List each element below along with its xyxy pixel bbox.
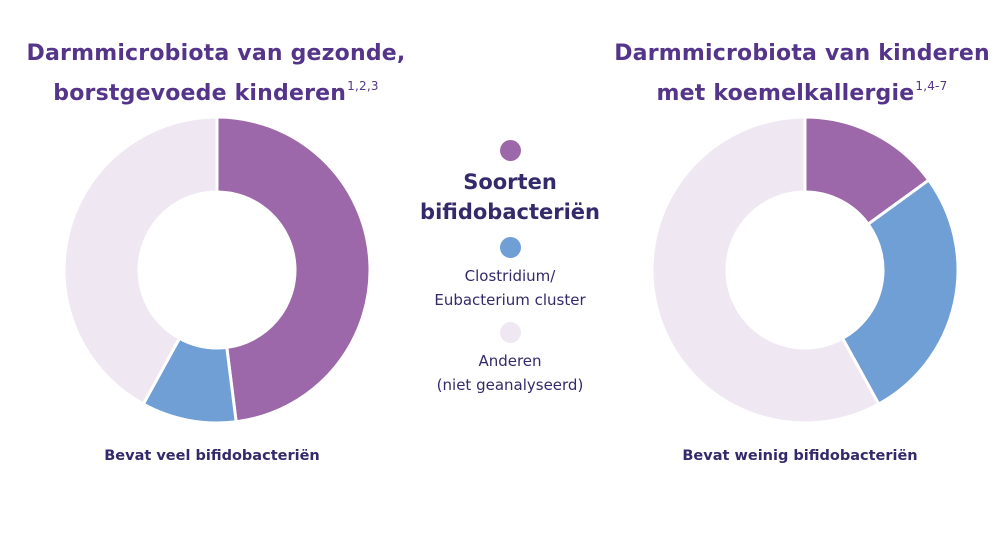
chart-title-allergy-line1: Darmmicrobiota van kinderen — [614, 41, 990, 66]
chart-title-healthy-line1: Darmmicrobiota van gezonde, — [26, 41, 406, 66]
caption-allergy: Bevat weinig bifidobacteriën — [682, 448, 918, 464]
legend-label-others-line1: Anderen — [478, 352, 542, 370]
donut-chart-healthy — [62, 115, 372, 425]
chart-title-allergy: Darmmicrobiota van kinderen met koemelka… — [592, 38, 1007, 110]
chart-title-healthy-refs: 1,2,3 — [347, 79, 379, 93]
chart-legend: Soorten bifidobacteriën Clostridium/ Eub… — [395, 140, 625, 397]
legend-item-others: Anderen (niet geanalyseerd) — [395, 322, 625, 397]
legend-label-others-line2: (niet geanalyseerd) — [436, 376, 584, 394]
legend-swatch-clostridium — [499, 237, 521, 258]
legend-swatch-bifidobacteria — [499, 140, 521, 161]
chart-title-healthy: Darmmicrobiota van gezonde, borstgevoede… — [6, 38, 426, 110]
legend-label-clostridium-line1: Clostridium/ — [464, 267, 556, 285]
donut-chart-allergy — [650, 115, 960, 425]
legend-swatch-others — [499, 322, 521, 343]
caption-healthy: Bevat veel bifidobacteriën — [104, 448, 320, 464]
legend-item-clostridium: Clostridium/ Eubacterium cluster — [395, 237, 625, 312]
legend-label-bifidobacteria-line2: bifidobacteriën — [420, 200, 600, 224]
legend-label-bifidobacteria-line1: Soorten — [463, 170, 557, 194]
slice-others — [62, 115, 219, 407]
slice-others — [650, 115, 881, 425]
legend-item-bifidobacteria: Soorten bifidobacteriën — [395, 140, 625, 227]
chart-title-allergy-line2: met koemelkallergie — [656, 81, 915, 106]
slice-clostridium — [840, 177, 960, 407]
chart-title-healthy-line2: borstgevoede kinderen — [53, 81, 347, 106]
slice-bifidobacteria — [215, 115, 372, 424]
chart-title-allergy-refs: 1,4-7 — [915, 79, 948, 93]
legend-label-clostridium-line2: Eubacterium cluster — [434, 291, 586, 309]
